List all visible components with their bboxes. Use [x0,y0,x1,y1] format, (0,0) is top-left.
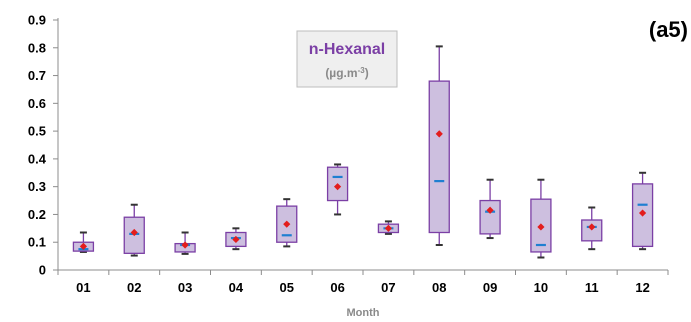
mean-marker [588,223,596,231]
chart-title: n-Hexanal [309,41,385,58]
box-month-03 [174,231,196,255]
x-tick-label: 11 [585,280,599,295]
y-tick-label: 0.6 [28,96,46,111]
box-month-08 [428,45,450,246]
box-month-02 [123,203,145,257]
y-tick-label: 0 [39,263,46,278]
x-tick-label: 02 [127,280,141,295]
x-axis-tick-labels: 01 02 03 04 05 06 07 08 09 10 11 12 [76,280,650,295]
box-month-04 [225,227,247,251]
mean-marker [181,241,189,249]
x-tick-label: 07 [381,280,395,295]
iqr-box [479,199,501,235]
x-axis-ticks [57,270,669,275]
x-tick-label: 04 [229,280,244,295]
unit-label-exponent: -3 [358,66,366,75]
box-month-01 [72,231,95,253]
panel-tag: (a5) [649,17,688,42]
x-tick-label: 10 [534,280,548,295]
y-tick-label: 0.3 [28,179,46,194]
title-box-background [296,30,398,88]
mean-marker [486,206,494,214]
mean-marker [333,183,342,191]
y-tick-label: 0.4 [28,151,47,166]
mean-marker [638,209,647,217]
x-tick-label: 06 [330,280,344,295]
y-tick-label: 0.2 [28,207,46,222]
box-month-12 [631,171,654,251]
box-month-09 [479,178,501,240]
box-month-07 [377,220,400,235]
box-month-11 [581,206,603,251]
unit-label-text: (µg.m [325,66,357,80]
unit-label: (µg.m-3) [325,66,368,81]
y-tick-label: 0.7 [28,68,46,83]
mean-marker [384,224,393,232]
box-month-06 [326,163,349,216]
title-box: n-Hexanal (µg.m-3) [296,30,398,88]
y-tick-label: 0.5 [28,124,46,139]
y-tick-label: 0.9 [28,13,46,28]
mean-marker [537,223,545,231]
x-tick-label: 01 [76,280,90,295]
y-tick-label: 0.1 [28,235,46,250]
iqr-box [428,80,450,234]
y-axis-ticks [53,19,58,271]
y-tick-label: 0.8 [28,40,46,55]
unit-label-close: ) [365,66,369,80]
mean-marker [79,242,88,250]
y-axis-tick-labels: 0 0.1 0.2 0.3 0.4 0.5 0.6 0.7 0.8 0.9 [28,13,47,278]
mean-marker [283,220,291,228]
x-tick-label: 03 [178,280,192,295]
box-series [72,45,654,259]
mean-marker [232,235,240,244]
x-tick-label: 05 [280,280,294,295]
mean-marker [435,130,443,138]
mean-marker [130,228,138,237]
box-month-05 [276,198,298,248]
x-tick-label: 09 [483,280,497,295]
x-axis-title: Month [347,307,380,319]
x-tick-label: 08 [432,280,446,295]
box-month-10 [530,178,552,259]
x-tick-label: 12 [635,280,649,295]
